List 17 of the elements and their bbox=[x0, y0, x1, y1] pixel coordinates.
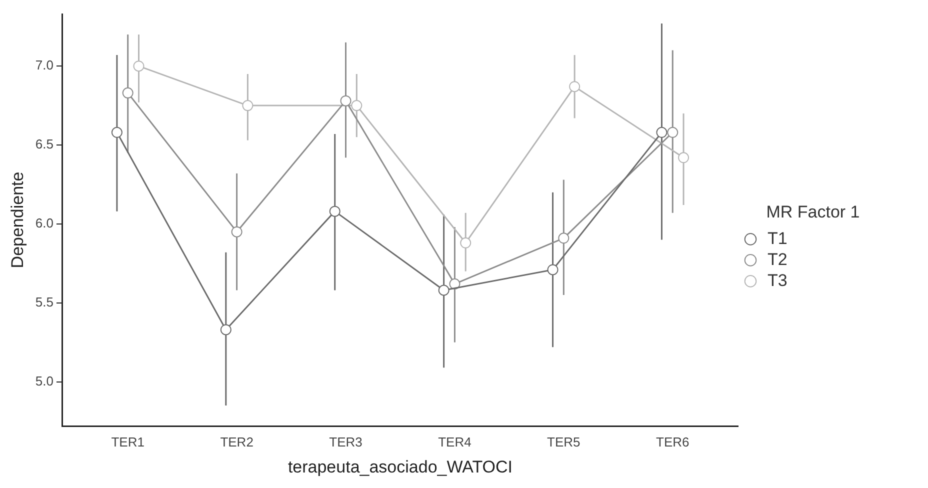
x-tick-label: TER3 bbox=[329, 434, 362, 450]
x-tick-label: TER1 bbox=[111, 434, 144, 450]
y-tick-label: 6.0 bbox=[35, 216, 54, 231]
y-tick-label: 7.0 bbox=[35, 58, 54, 73]
x-tick-label: TER6 bbox=[656, 434, 690, 450]
y-tick-label: 5.5 bbox=[35, 294, 54, 310]
y-tick-label: 6.5 bbox=[35, 136, 54, 152]
legend-label: T3 bbox=[768, 270, 788, 290]
x-tick-label: TER4 bbox=[438, 434, 472, 450]
x-axis-title: terapeuta_asociado_WATOCI bbox=[288, 457, 513, 476]
x-tick-label: TER5 bbox=[547, 434, 580, 450]
legend-label: T1 bbox=[768, 228, 788, 248]
legend-title: MR Factor 1 bbox=[766, 202, 860, 222]
y-axis-title: Dependiente bbox=[8, 172, 27, 268]
x-tick-label: TER2 bbox=[220, 434, 254, 450]
y-tick-label: 5.0 bbox=[35, 373, 54, 388]
legend-label: T2 bbox=[768, 250, 788, 269]
